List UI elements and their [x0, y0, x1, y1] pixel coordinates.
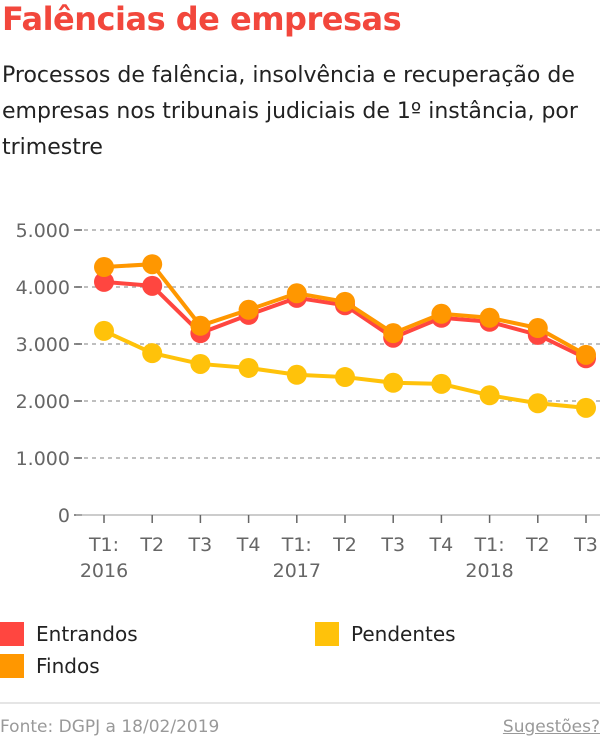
- y-tick-label: 5.000: [16, 220, 70, 242]
- chart-subtitle: Processos de falência, insolvência e rec…: [2, 63, 578, 160]
- legend-swatch: [0, 622, 24, 646]
- legend-swatch: [315, 622, 339, 646]
- data-point-findos: [527, 318, 548, 339]
- data-point-entrandos: [94, 271, 114, 292]
- data-point-pendentes: [190, 353, 211, 374]
- data-point-entrandos: [142, 275, 163, 296]
- data-point-findos: [479, 307, 500, 328]
- x-tick-label: T3: [188, 534, 213, 556]
- data-point-findos: [94, 257, 114, 278]
- suggestions-link[interactable]: Sugestões?: [502, 717, 600, 737]
- x-tick-label: T2: [332, 534, 357, 556]
- y-tick-label: 1.000: [16, 448, 70, 470]
- data-point-pendentes: [527, 393, 548, 414]
- data-point-pendentes: [335, 367, 355, 388]
- legend-item-findos: Findos: [0, 654, 100, 678]
- y-tick-label: 0: [58, 505, 70, 527]
- x-tick-label: T1:: [281, 534, 312, 556]
- data-point-pendentes: [142, 343, 163, 364]
- x-tick-label: T4: [429, 534, 454, 556]
- legend-label: Pendentes: [351, 622, 456, 646]
- x-tick-label: T1:: [474, 534, 505, 556]
- data-point-pendentes: [286, 364, 307, 385]
- y-tick-label: 2.000: [16, 391, 70, 413]
- line-chart: 0 1.000 2.000 3.000 4.000 5.000 T1: 2016 T2 T3 T4 T…: [16, 220, 600, 582]
- data-point-findos: [576, 344, 596, 365]
- legend-label: Findos: [36, 654, 100, 678]
- legend-item-pendentes: Pendentes: [315, 622, 456, 646]
- data-point-pendentes: [479, 385, 500, 406]
- data-point-pendentes: [94, 320, 114, 341]
- x-tick-label: T3: [380, 534, 405, 556]
- x-tick-label: 2017: [273, 560, 321, 582]
- footer-divider: [0, 702, 600, 704]
- x-tick-label: T3: [573, 534, 598, 556]
- chart-title: Falências de empresas: [2, 0, 402, 38]
- data-point-findos: [383, 323, 404, 344]
- data-point-findos: [238, 299, 259, 320]
- data-point-findos: [431, 303, 452, 324]
- data-point-pendentes: [238, 357, 259, 378]
- legend-item-entrandos: Entrandos: [0, 622, 138, 646]
- data-point-pendentes: [431, 373, 452, 394]
- x-tick-label: 2018: [465, 560, 513, 582]
- x-tick-label: T4: [236, 534, 261, 556]
- x-tick-label: 2016: [80, 560, 128, 582]
- data-point-findos: [142, 254, 163, 275]
- data-point-findos: [190, 315, 211, 336]
- legend-label: Entrandos: [36, 622, 138, 646]
- data-point-pendentes: [576, 397, 596, 418]
- x-tick-label: T2: [139, 534, 164, 556]
- legend-swatch: [0, 654, 24, 678]
- data-point-findos: [335, 291, 355, 312]
- data-point-pendentes: [383, 372, 404, 393]
- x-tick-label: T1:: [88, 534, 119, 556]
- x-tick-label: T2: [525, 534, 550, 556]
- source-note: Fonte: DGPJ a 18/02/2019: [0, 717, 220, 737]
- y-tick-label: 4.000: [16, 277, 70, 299]
- data-point-findos: [286, 283, 307, 304]
- y-tick-label: 3.000: [16, 334, 70, 356]
